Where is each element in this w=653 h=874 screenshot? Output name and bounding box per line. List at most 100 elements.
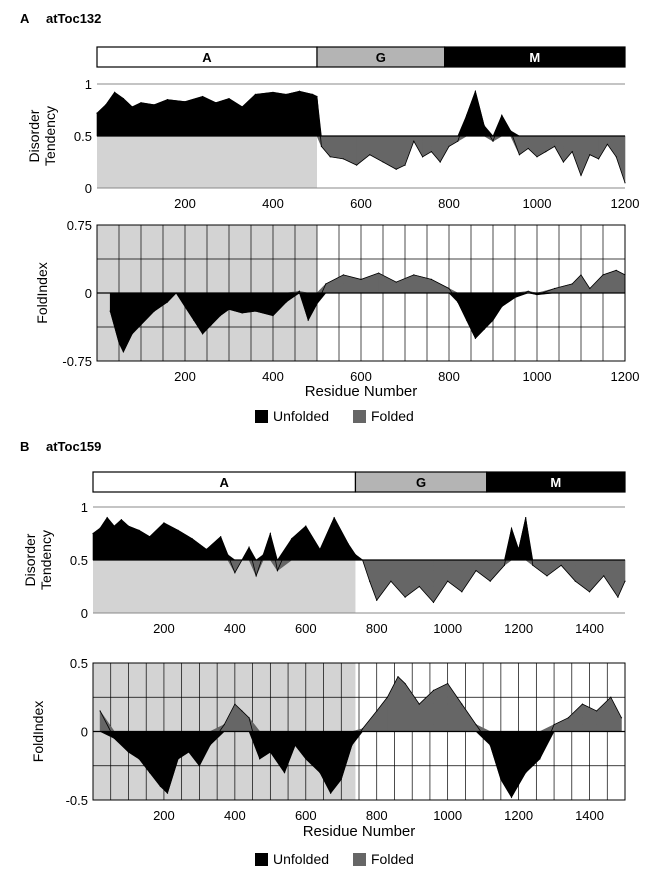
data-point bbox=[603, 575, 605, 577]
data-point bbox=[320, 145, 322, 147]
data-point bbox=[474, 337, 476, 339]
data-point bbox=[351, 744, 353, 746]
data-point bbox=[220, 536, 222, 538]
y-tick-label: 0.5 bbox=[70, 656, 88, 671]
data-point bbox=[163, 522, 165, 524]
y-axis-label-line: Tendency bbox=[38, 530, 54, 590]
x-tick-label: 400 bbox=[224, 808, 246, 823]
data-point bbox=[285, 93, 287, 95]
legend: Unfolded Folded bbox=[255, 851, 414, 867]
data-point bbox=[118, 342, 120, 344]
data-point bbox=[140, 102, 142, 104]
data-point bbox=[153, 310, 155, 312]
data-point bbox=[598, 158, 600, 160]
legend-label: Folded bbox=[371, 408, 414, 424]
data-point bbox=[316, 303, 318, 305]
data-point bbox=[571, 151, 573, 153]
data-point bbox=[589, 154, 591, 156]
data-point bbox=[166, 792, 169, 794]
x-tick-label: 200 bbox=[174, 369, 196, 384]
data-point bbox=[184, 101, 186, 103]
data-point bbox=[418, 703, 420, 705]
data-point bbox=[553, 724, 555, 726]
data-point bbox=[166, 301, 168, 303]
data-point bbox=[501, 114, 503, 116]
data-point bbox=[615, 156, 617, 158]
x-tick-label: 1000 bbox=[523, 369, 552, 384]
data-point bbox=[92, 532, 94, 535]
data-point bbox=[536, 294, 538, 296]
data-point bbox=[571, 283, 573, 285]
data-point bbox=[228, 308, 230, 310]
data-point bbox=[397, 676, 399, 678]
y-tick-label: 1 bbox=[81, 500, 88, 515]
data-point bbox=[404, 596, 406, 598]
data-point bbox=[448, 287, 450, 290]
y-axis-label: FoldIndex bbox=[30, 701, 46, 762]
data-point bbox=[483, 125, 485, 127]
data-point bbox=[560, 564, 562, 566]
data-point bbox=[285, 301, 287, 303]
data-point bbox=[209, 744, 211, 746]
data-point bbox=[153, 104, 155, 106]
data-point bbox=[294, 744, 296, 746]
data-point bbox=[510, 130, 512, 132]
x-tick-label: 600 bbox=[350, 196, 372, 211]
data-point bbox=[474, 90, 476, 92]
data-point bbox=[413, 140, 415, 142]
x-axis-label: Residue Number bbox=[303, 823, 416, 840]
x-tick-label: 600 bbox=[295, 621, 317, 636]
data-point bbox=[113, 737, 115, 739]
data-point bbox=[241, 710, 243, 712]
data-point bbox=[305, 525, 307, 527]
shaded-region bbox=[97, 136, 317, 188]
data-point bbox=[319, 772, 321, 774]
domain-segment-m bbox=[486, 471, 626, 493]
data-point bbox=[395, 281, 397, 283]
data-point bbox=[461, 703, 463, 705]
x-tick-label: 1200 bbox=[611, 369, 640, 384]
data-point bbox=[227, 554, 229, 556]
data-point bbox=[215, 102, 217, 104]
data-point bbox=[567, 717, 569, 719]
data-point bbox=[198, 765, 200, 767]
data-point bbox=[518, 154, 521, 156]
data-point bbox=[503, 564, 506, 566]
y-axis-label-line: Disorder bbox=[22, 533, 38, 586]
data-point bbox=[610, 696, 612, 698]
data-point bbox=[316, 95, 318, 98]
data-point bbox=[329, 156, 331, 158]
data-point bbox=[342, 274, 344, 276]
data-point bbox=[106, 517, 108, 519]
foldindex-plot: -0.5 0 0.5 200 400 600 800 1000 1200 1400 FoldInde… bbox=[30, 656, 626, 823]
data-point bbox=[356, 164, 358, 166]
data-point bbox=[378, 272, 380, 274]
data-point bbox=[131, 106, 133, 108]
data-point bbox=[202, 95, 204, 98]
x-tick-label: 200 bbox=[153, 621, 175, 636]
x-tick-label: 1200 bbox=[611, 196, 640, 211]
data-point bbox=[617, 596, 619, 598]
panel-title: atToc132 bbox=[46, 11, 101, 26]
data-point bbox=[99, 710, 101, 712]
data-point bbox=[127, 525, 130, 527]
data-point bbox=[432, 689, 435, 692]
panel-letter: B bbox=[20, 439, 29, 454]
data-point bbox=[527, 147, 529, 150]
data-point bbox=[138, 529, 140, 531]
data-point bbox=[269, 751, 271, 753]
data-point bbox=[620, 717, 623, 719]
data-point bbox=[514, 296, 516, 299]
data-point bbox=[395, 168, 397, 170]
data-point bbox=[228, 97, 230, 100]
y-axis-label: FoldIndex bbox=[34, 262, 50, 323]
data-point bbox=[539, 758, 541, 760]
data-point bbox=[202, 333, 204, 335]
data-point bbox=[361, 728, 364, 730]
data-point bbox=[241, 106, 243, 108]
data-point bbox=[574, 580, 576, 582]
data-point bbox=[525, 517, 527, 519]
data-point bbox=[259, 758, 261, 760]
x-tick-label: 800 bbox=[366, 808, 388, 823]
legend: Unfolded Folded bbox=[255, 408, 414, 424]
